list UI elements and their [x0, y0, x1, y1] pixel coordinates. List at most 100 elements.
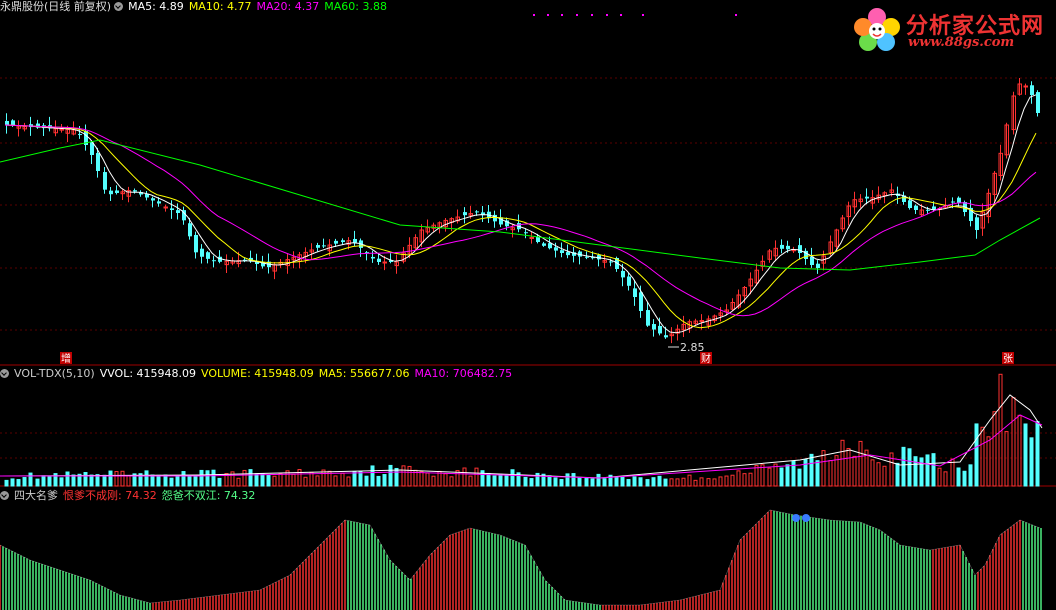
candle-body-down	[371, 256, 375, 259]
volume-bar	[138, 473, 143, 487]
candle-body-up	[394, 261, 399, 267]
ma60-line	[0, 139, 1041, 271]
indicator-line1: 恨爹不成刚: 74.32	[63, 489, 157, 502]
volume-bar	[242, 469, 247, 487]
candle-body-down	[536, 236, 540, 242]
candle-body-down	[975, 217, 979, 230]
chevron-down-icon[interactable]	[0, 491, 9, 500]
ma10-line	[4, 124, 1037, 329]
candle-body-down	[621, 270, 625, 278]
candle-body-up	[980, 211, 985, 229]
volume-bar	[480, 470, 485, 487]
volume-bar	[126, 475, 131, 487]
volume-bar	[65, 471, 70, 487]
volume-bar	[547, 475, 552, 487]
candle-body-down	[481, 212, 485, 216]
volume-bar	[260, 473, 265, 487]
volume-bar	[767, 467, 772, 487]
volume-bar	[852, 455, 857, 487]
marker-label: 财	[701, 352, 711, 365]
volume-bar	[419, 471, 424, 487]
top-marker	[576, 14, 578, 16]
volume-bar	[785, 464, 790, 487]
candle-body-up	[407, 244, 412, 254]
volume-bar	[523, 476, 528, 487]
volume-bar	[16, 479, 21, 487]
candle-body-down	[194, 234, 198, 253]
candle-body-down	[84, 131, 88, 145]
volume-bar	[693, 479, 698, 487]
volume-bar	[358, 471, 363, 487]
stock-title[interactable]: 永鼎股份(日线 前复权)	[0, 0, 112, 13]
marker-badge	[700, 352, 712, 364]
top-marker	[561, 14, 563, 16]
volume-bar	[315, 475, 320, 487]
volume-bar	[596, 473, 601, 487]
candle-body-up	[22, 126, 27, 130]
top-marker	[533, 14, 535, 16]
candle-body-down	[206, 252, 210, 259]
vol-title[interactable]: VOL-TDX(5,10)	[14, 367, 95, 380]
candle-body-down	[1036, 92, 1040, 113]
volume-bar	[102, 474, 107, 487]
candle-body-down	[646, 310, 650, 326]
volume-bar	[248, 469, 253, 487]
volume-bar	[1035, 421, 1040, 487]
candle-body-down	[188, 223, 192, 237]
candle-body-up	[346, 240, 351, 245]
candle-body-up	[724, 309, 729, 313]
volume-bar	[1029, 437, 1034, 487]
volume-bar	[114, 471, 119, 487]
oscillator-bars	[0, 509, 1042, 610]
marker-label: 张	[1003, 353, 1013, 365]
volume-bar	[706, 478, 711, 487]
volume-bar	[876, 462, 881, 487]
volume-bar	[590, 478, 595, 487]
candle-body-up	[852, 199, 857, 208]
candle-body-up	[754, 269, 759, 284]
candle-body-down	[255, 261, 259, 264]
candle-body-up	[291, 256, 296, 261]
candle-body-down	[109, 190, 113, 195]
volume-bar	[297, 469, 302, 487]
volume-bar	[108, 470, 113, 487]
volume-bar	[1023, 423, 1028, 487]
volume-bar	[950, 458, 955, 487]
candle-body-up	[224, 260, 229, 266]
candle-body-down	[554, 247, 558, 251]
volume-bar	[187, 475, 192, 487]
volume-bar	[846, 448, 851, 487]
volume-bar	[736, 470, 741, 487]
volume-bar	[730, 474, 735, 487]
candle-body-up	[510, 227, 515, 231]
candle-body-up	[675, 328, 680, 334]
volume-bar	[815, 460, 820, 487]
chevron-down-icon[interactable]	[114, 2, 124, 11]
candle-body-up	[602, 260, 607, 263]
candle-body-down	[951, 201, 955, 203]
volume-bar	[346, 476, 351, 487]
candle-body-down	[597, 255, 601, 260]
volume-bar	[340, 472, 345, 487]
volume-bar	[425, 472, 430, 487]
candle-body-down	[389, 260, 393, 262]
volume-bar	[602, 478, 607, 487]
logo-url: www.88gs.com	[908, 35, 1015, 50]
volume-bar	[638, 477, 643, 487]
volume-bar	[577, 477, 582, 487]
candle-body-down	[11, 120, 15, 126]
volume-bar	[937, 467, 942, 487]
volume-bar	[443, 473, 448, 487]
chevron-down-icon[interactable]	[0, 369, 9, 378]
indicator-title[interactable]: 四大名爹	[14, 489, 58, 502]
volume-bar	[205, 470, 210, 487]
candle-body-down	[633, 288, 637, 297]
volume-bar	[821, 450, 826, 487]
volume-bar	[724, 475, 729, 487]
candle-body-up	[382, 261, 387, 264]
candle-body-down	[810, 256, 814, 265]
volume-bar	[657, 475, 662, 487]
signal-icon	[792, 514, 800, 522]
candle-body-down	[914, 205, 918, 210]
